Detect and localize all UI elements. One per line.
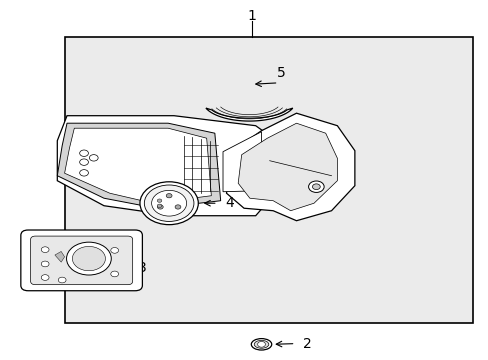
Circle shape xyxy=(257,342,265,347)
Circle shape xyxy=(41,247,49,252)
Polygon shape xyxy=(57,123,220,208)
Circle shape xyxy=(72,247,105,271)
Polygon shape xyxy=(205,108,292,121)
Text: 1: 1 xyxy=(247,9,256,23)
Polygon shape xyxy=(57,116,290,216)
Circle shape xyxy=(308,181,324,193)
Ellipse shape xyxy=(251,339,271,350)
Circle shape xyxy=(89,155,98,161)
FancyBboxPatch shape xyxy=(21,230,142,291)
Polygon shape xyxy=(226,113,354,221)
Circle shape xyxy=(157,205,163,209)
Circle shape xyxy=(157,204,162,207)
Polygon shape xyxy=(64,128,211,203)
Circle shape xyxy=(144,185,194,221)
Circle shape xyxy=(66,242,111,275)
Text: 3: 3 xyxy=(137,261,146,275)
Circle shape xyxy=(175,205,181,209)
Circle shape xyxy=(80,159,88,165)
Circle shape xyxy=(41,275,49,280)
Polygon shape xyxy=(223,132,261,192)
Text: 5: 5 xyxy=(276,66,285,80)
Circle shape xyxy=(58,277,66,283)
Polygon shape xyxy=(55,251,64,262)
Circle shape xyxy=(312,184,320,190)
Ellipse shape xyxy=(254,341,268,348)
Circle shape xyxy=(166,194,172,198)
Circle shape xyxy=(151,190,186,216)
FancyBboxPatch shape xyxy=(30,236,132,285)
Circle shape xyxy=(80,170,88,176)
Circle shape xyxy=(111,271,118,277)
Polygon shape xyxy=(238,123,337,211)
Circle shape xyxy=(111,248,118,253)
Circle shape xyxy=(140,182,198,225)
Circle shape xyxy=(41,261,49,267)
Circle shape xyxy=(157,199,162,202)
Text: 4: 4 xyxy=(224,196,233,210)
Circle shape xyxy=(80,150,88,157)
Text: 2: 2 xyxy=(302,337,311,351)
Bar xyxy=(64,37,472,323)
